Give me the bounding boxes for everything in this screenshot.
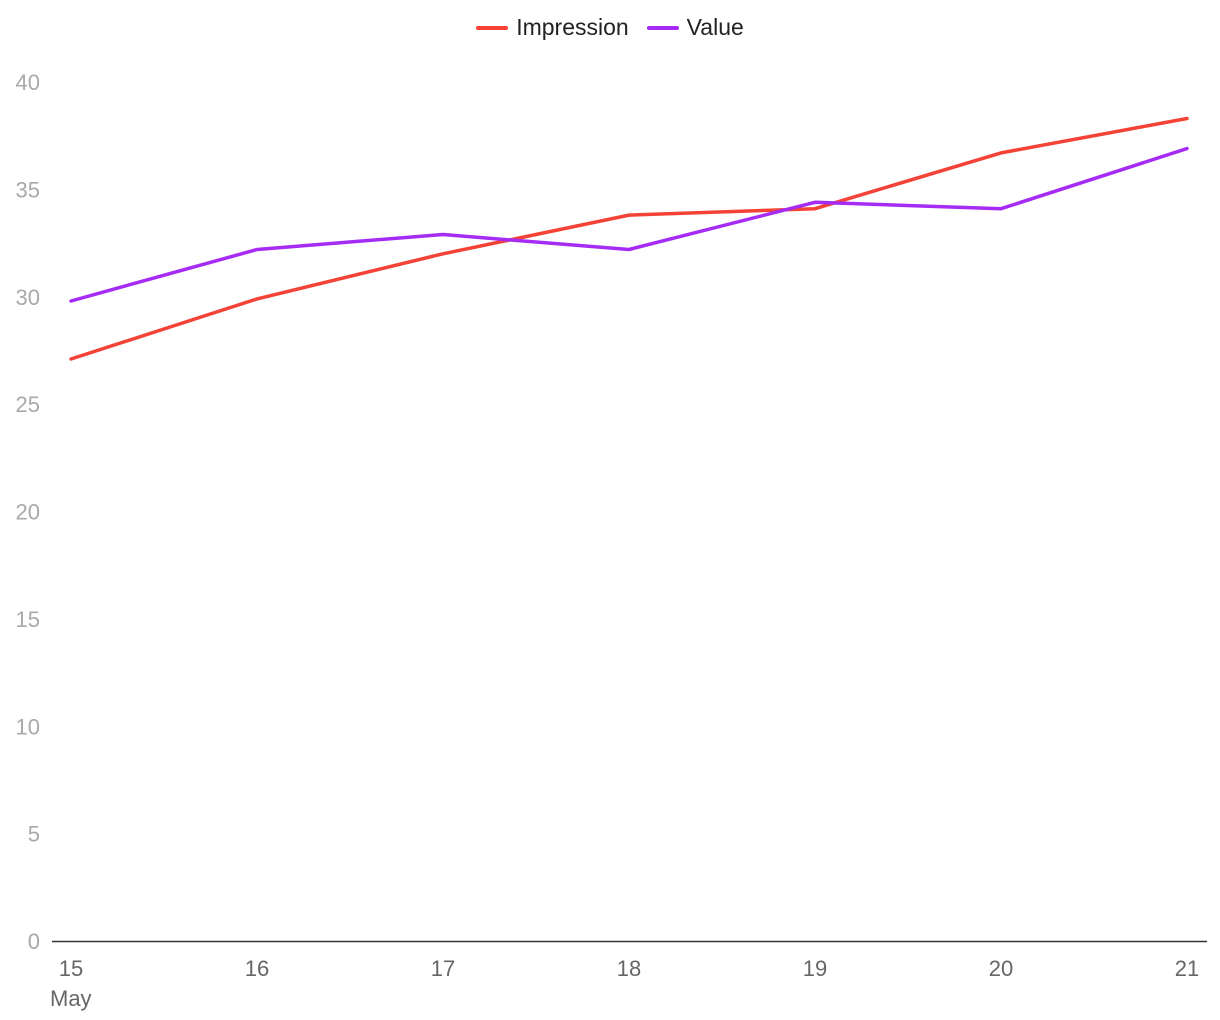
y-tick-label: 40 xyxy=(16,70,40,95)
legend-label-value: Value xyxy=(686,14,744,40)
x-tick-label: 17 xyxy=(431,956,455,981)
x-tick-label: 21 xyxy=(1175,956,1199,981)
legend-label-impression: Impression xyxy=(516,14,629,40)
data-point-impression[interactable] xyxy=(623,209,635,221)
data-point-value[interactable] xyxy=(809,196,821,208)
legend-swatch-impression xyxy=(476,25,509,30)
data-point-value[interactable] xyxy=(251,244,263,256)
x-month-label: May xyxy=(50,986,92,1011)
x-tick-label: 16 xyxy=(245,956,269,981)
data-point-impression[interactable] xyxy=(251,293,263,305)
data-point-value[interactable] xyxy=(1181,143,1193,155)
data-point-impression[interactable] xyxy=(1181,113,1193,125)
legend-item-impression[interactable]: Impression xyxy=(476,14,629,41)
data-point-impression[interactable] xyxy=(65,353,77,365)
x-tick-label: 20 xyxy=(989,956,1013,981)
data-point-value[interactable] xyxy=(623,244,635,256)
y-tick-label: 25 xyxy=(16,392,40,417)
data-point-impression[interactable] xyxy=(437,248,449,260)
y-tick-label: 0 xyxy=(28,929,40,954)
data-point-value[interactable] xyxy=(995,203,1007,215)
chart-legend: Impression Value xyxy=(0,14,1220,41)
legend-item-value[interactable]: Value xyxy=(646,14,744,41)
series-value xyxy=(65,143,1193,307)
y-tick-label: 10 xyxy=(16,714,40,739)
x-tick-label: 19 xyxy=(803,956,827,981)
series-line-impression[interactable] xyxy=(69,116,1189,361)
y-tick-label: 15 xyxy=(16,607,40,632)
legend-swatch-value xyxy=(646,25,679,30)
series-impression xyxy=(65,113,1193,365)
y-tick-label: 20 xyxy=(16,500,40,525)
y-tick-label: 35 xyxy=(16,177,40,202)
y-axis: 0 5 10 15 20 25 30 35 40 xyxy=(16,70,40,954)
data-point-value[interactable] xyxy=(65,295,77,307)
x-axis: 15 16 17 18 19 20 21 May xyxy=(50,940,1207,1011)
x-tick-label: 18 xyxy=(617,956,641,981)
y-tick-label: 5 xyxy=(28,822,40,847)
y-tick-label: 30 xyxy=(16,285,40,310)
data-point-impression[interactable] xyxy=(995,147,1007,159)
series-layer xyxy=(65,113,1193,365)
series-line-value[interactable] xyxy=(69,146,1189,303)
x-tick-label: 15 xyxy=(59,956,83,981)
data-point-value[interactable] xyxy=(437,228,449,240)
